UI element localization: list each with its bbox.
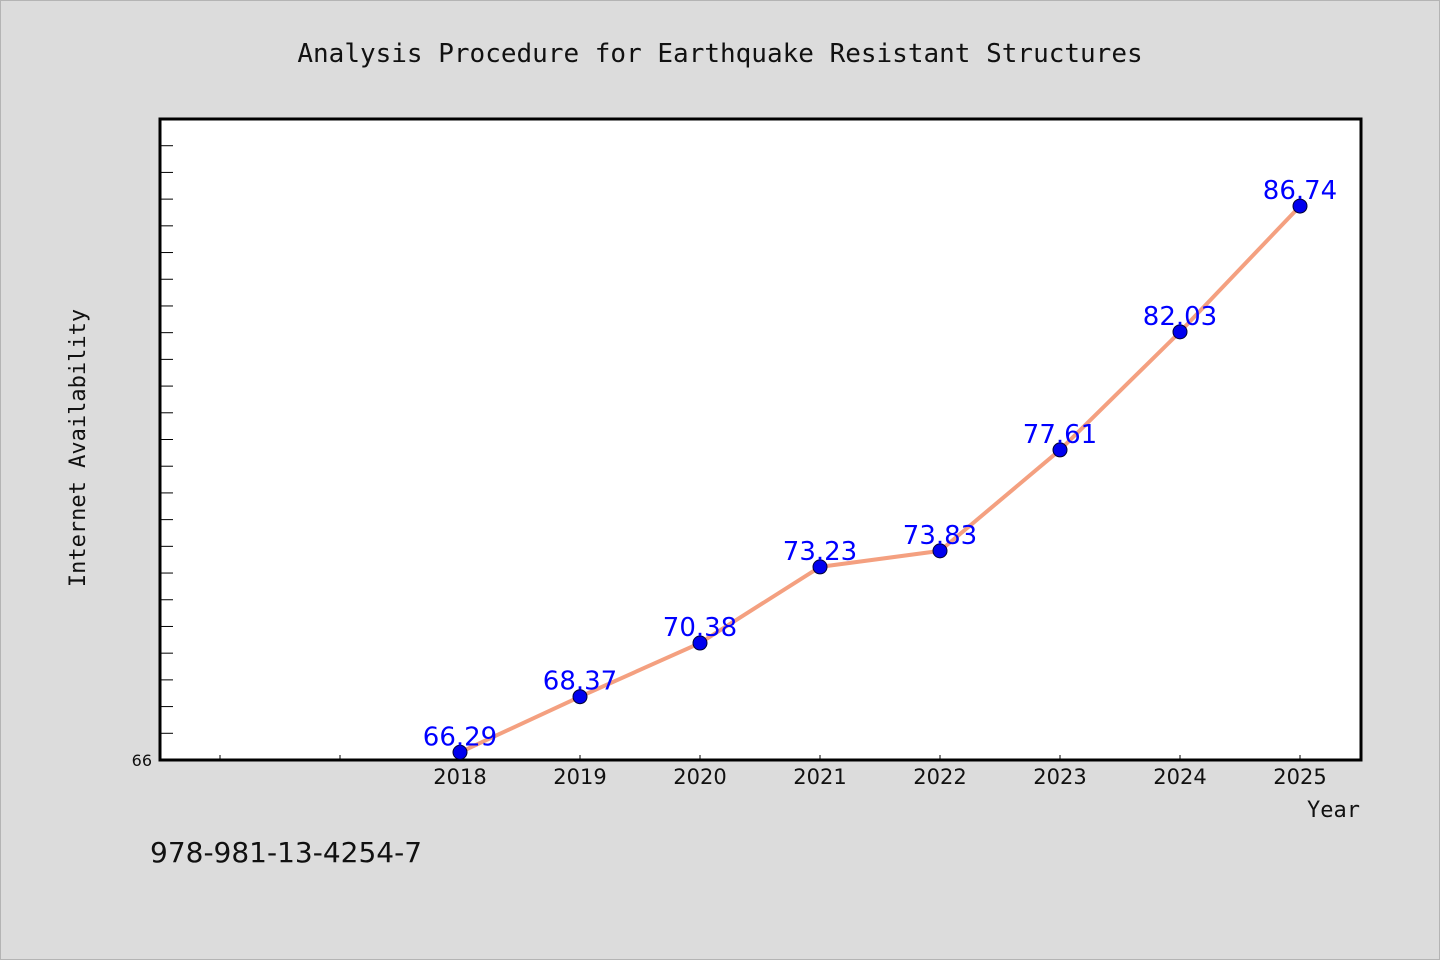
plot-area xyxy=(158,117,1363,762)
x-tick-label: 2020 xyxy=(673,765,726,789)
data-label: 73.83 xyxy=(903,521,977,551)
x-tick-label: 2018 xyxy=(433,765,486,789)
data-point xyxy=(812,559,828,575)
data-label: 73.23 xyxy=(783,537,857,567)
y-tick-label-min: 66 xyxy=(132,751,152,770)
data-label: 70.38 xyxy=(663,613,737,643)
series-line xyxy=(458,204,1302,755)
data-label: 86.74 xyxy=(1263,176,1337,206)
data-point xyxy=(932,543,948,559)
chart-title: Analysis Procedure for Earthquake Resist… xyxy=(297,39,1142,69)
data-label: 66.29 xyxy=(423,722,497,752)
data-point xyxy=(1052,442,1068,458)
isbn-text: 978-981-13-4254-7 xyxy=(150,836,422,869)
series-line-group: 66.29 68.37 70.38 73.23 73.83 77.61 82.03 86.74 xyxy=(423,176,1337,760)
data-point xyxy=(692,635,708,651)
data-point xyxy=(572,689,588,705)
x-tick-label: 2023 xyxy=(1033,765,1086,789)
data-point xyxy=(452,744,468,760)
data-point xyxy=(1172,324,1188,340)
x-tick-label: 2022 xyxy=(913,765,966,789)
x-tick-label: 2019 xyxy=(553,765,606,789)
data-label: 82.03 xyxy=(1143,302,1217,332)
data-label: 68.37 xyxy=(543,667,617,697)
y-axis-ticks xyxy=(160,145,173,734)
x-axis-label: Year xyxy=(1307,798,1360,823)
x-tick-label: 2021 xyxy=(793,765,846,789)
x-tick-label: 2024 xyxy=(1153,765,1206,789)
x-axis-ticks: 2018 2019 2020 2021 2022 2023 2024 2025 xyxy=(219,755,1327,789)
x-tick-label: 2025 xyxy=(1273,765,1326,789)
data-label: 77.61 xyxy=(1023,420,1097,450)
y-axis-label: Internet Availability xyxy=(66,309,91,587)
data-point xyxy=(1292,198,1308,214)
